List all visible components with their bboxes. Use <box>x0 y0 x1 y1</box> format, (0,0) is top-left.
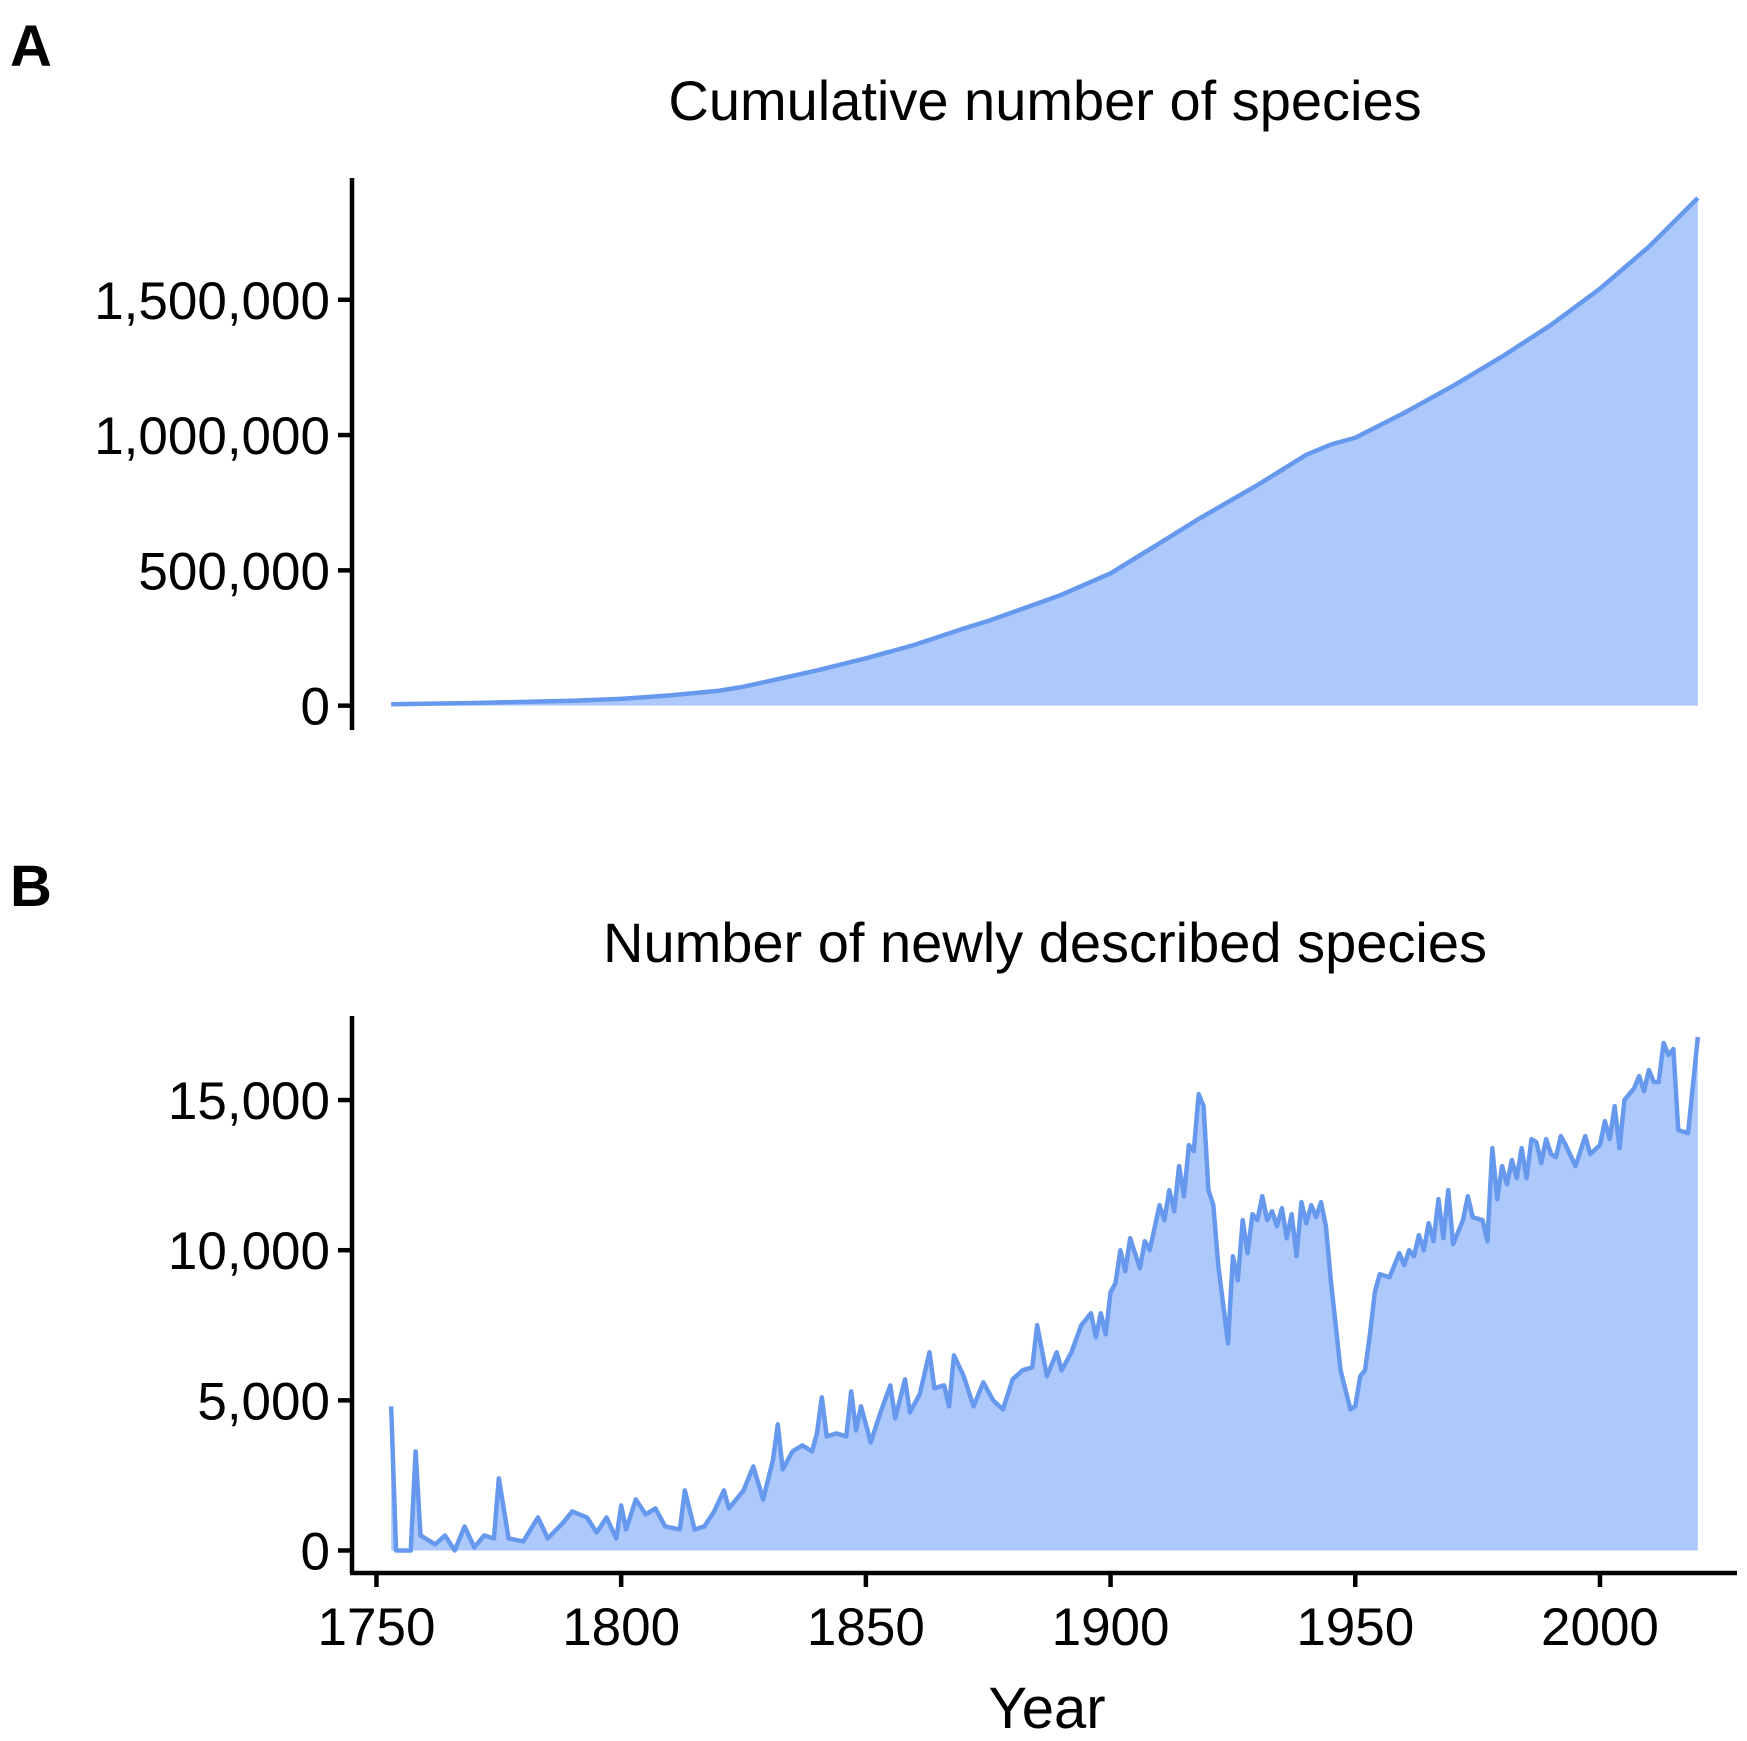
x-tick-label: 1800 <box>562 1598 680 1657</box>
y-tick-label: 500,000 <box>138 542 330 601</box>
y-tick-label: 5,000 <box>197 1372 330 1431</box>
series-line <box>388 1036 1701 1553</box>
chart-title-b: Number of newly described species <box>603 911 1487 974</box>
x-tick-label: 1750 <box>318 1598 436 1657</box>
x-tick-label: 1850 <box>807 1598 925 1657</box>
chart-title-a: Cumulative number of species <box>668 69 1421 132</box>
area-fill <box>391 1037 1698 1551</box>
y-tick-label: 10,000 <box>168 1222 330 1281</box>
panel-a-plot: 0 500,000 1,000,000 1,500,000 <box>94 178 1700 737</box>
y-tick-label: 15,000 <box>168 1072 330 1131</box>
y-tick-label: 1,000,000 <box>94 407 330 466</box>
x-tick-label: 1950 <box>1296 1598 1414 1657</box>
area-fill <box>391 198 1698 706</box>
panel-b-plot: 0 5,000 10,000 15,000 1750 1800 1850 1900 1950 20… <box>168 1016 1737 1657</box>
x-tick-label: 2000 <box>1541 1598 1659 1657</box>
y-tick-label: 1,500,000 <box>94 272 330 331</box>
series-line <box>391 196 1700 707</box>
y-tick-label: 0 <box>301 678 330 737</box>
x-tick-label: 1900 <box>1052 1598 1170 1657</box>
y-tick-label: 0 <box>301 1522 330 1581</box>
panel-label-a: A <box>10 14 52 79</box>
panel-label-b: B <box>10 854 52 919</box>
x-axis-label: Year <box>988 1676 1105 1741</box>
